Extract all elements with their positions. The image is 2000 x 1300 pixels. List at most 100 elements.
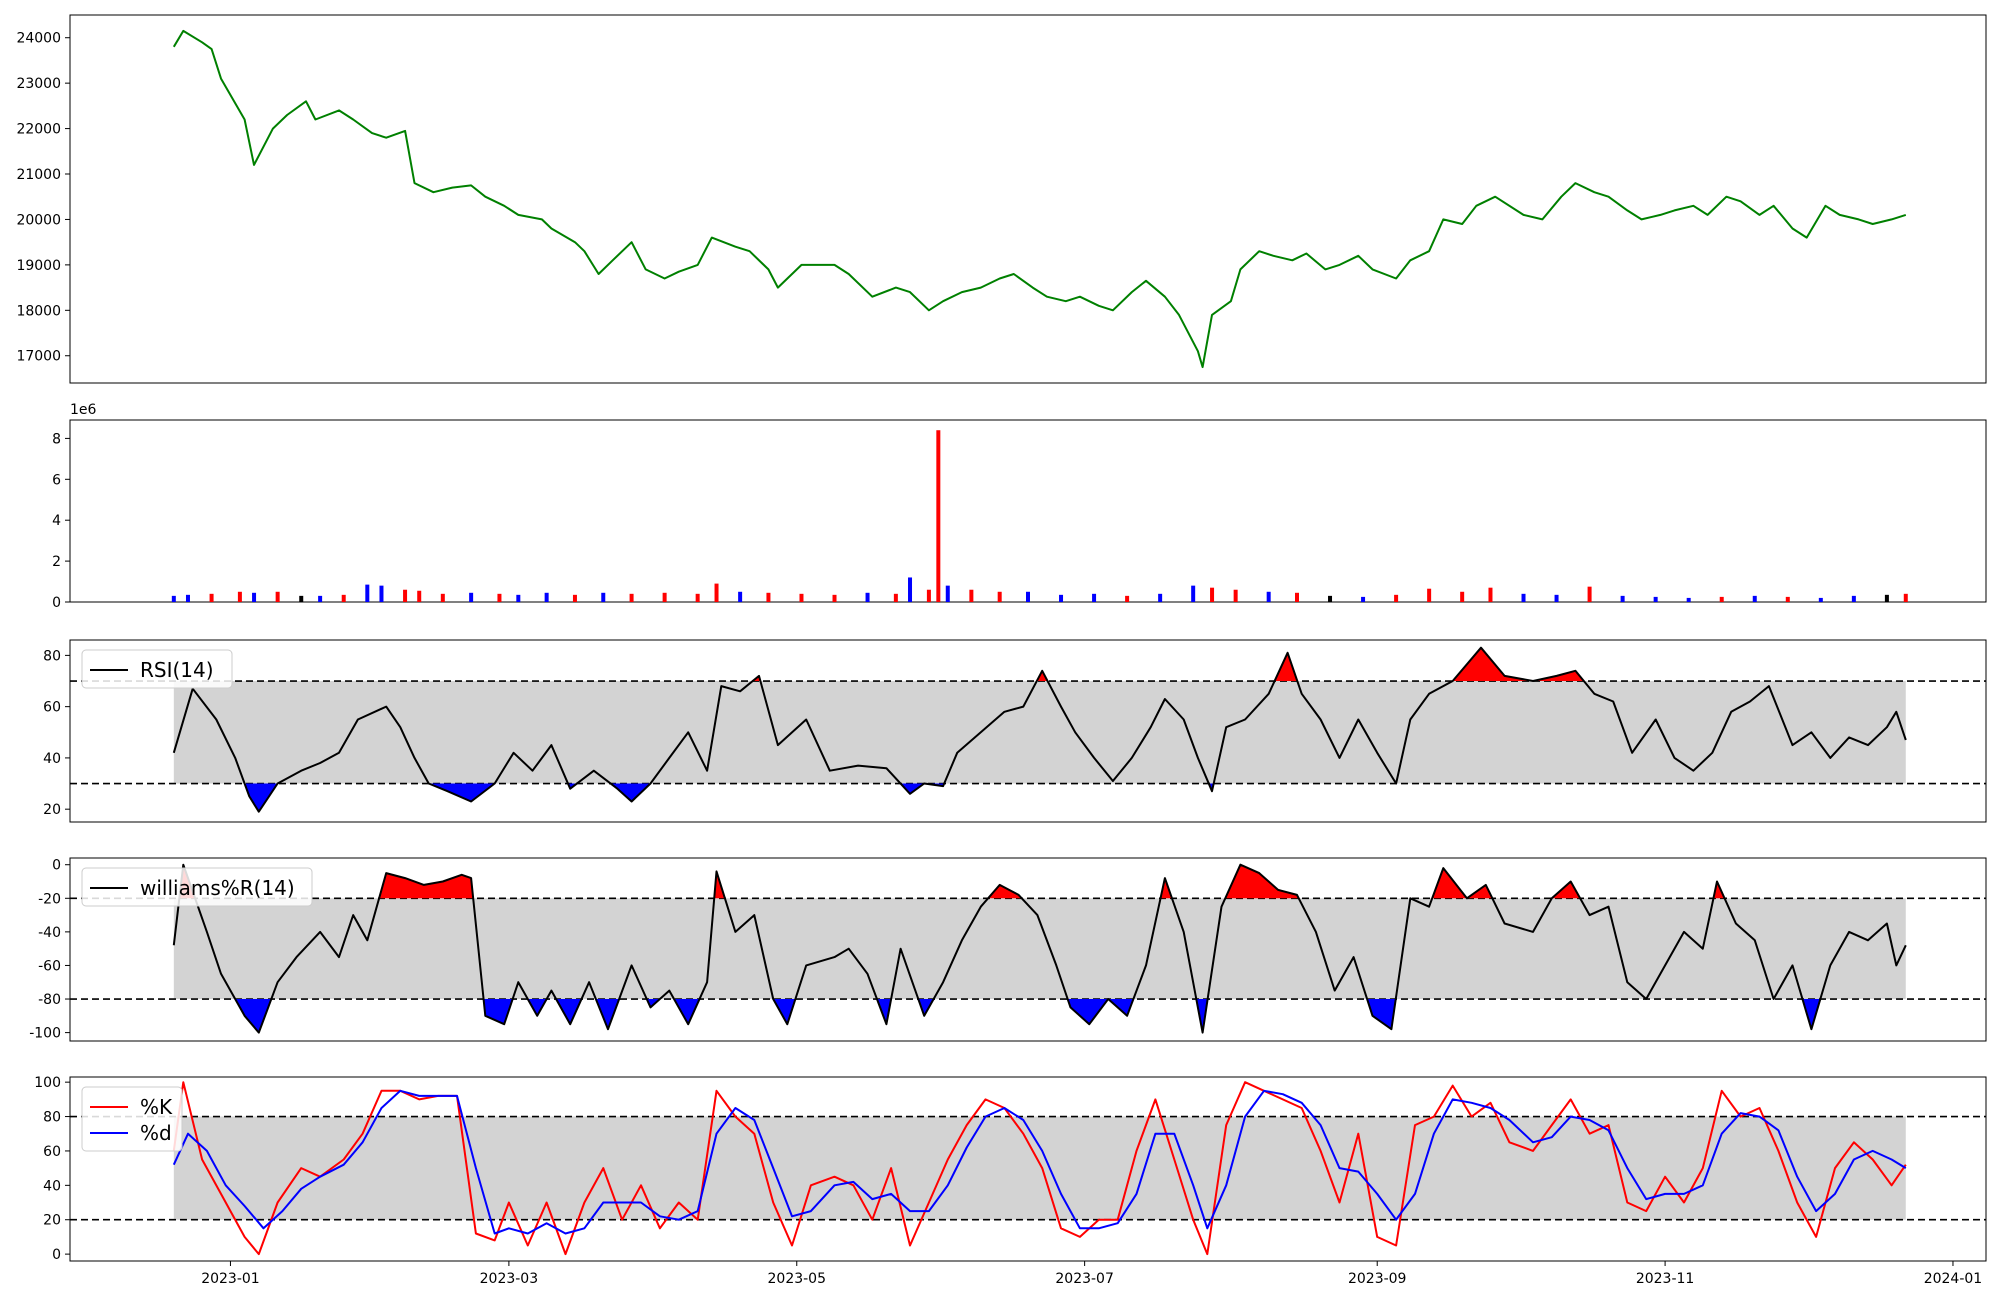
y-tick-label: 60 (43, 1144, 61, 1160)
overbought-fill (1452, 647, 1533, 681)
legend-label: RSI(14) (140, 658, 214, 682)
volume-bar (1210, 587, 1215, 602)
overbought-fill (1274, 652, 1298, 681)
volume-bar (893, 593, 898, 602)
axes-frame (69, 639, 1987, 823)
legend-box (81, 1086, 183, 1152)
y-tick-label: 6 (52, 472, 61, 488)
oversold-fill (773, 999, 796, 1025)
x-tick-label: 2023-05 (768, 1271, 827, 1287)
y-tick-label: -60 (38, 958, 61, 974)
volume-bar (832, 594, 837, 602)
legend-box (81, 649, 233, 689)
oversold-fill (556, 999, 582, 1025)
overbought-fill (1036, 670, 1048, 681)
volume-bar (1059, 594, 1064, 602)
oversold-fill (1108, 999, 1134, 1016)
volume-bar (629, 593, 634, 602)
oversold-fill (610, 783, 651, 802)
volume-bar (275, 591, 280, 602)
legend-label: %d (140, 1121, 172, 1145)
volume-bar (1903, 593, 1908, 602)
volume-bar (1719, 596, 1724, 602)
y-tick-label: 24000 (16, 31, 61, 47)
axes-frame (69, 14, 1987, 384)
y-tick-label: 23000 (16, 76, 61, 92)
oversold-fill (918, 999, 934, 1016)
volume-bar (299, 595, 304, 602)
volume-bar (1851, 595, 1856, 602)
volume-bar (572, 594, 577, 602)
series-line-k (172, 1081, 1907, 1256)
y-tick-label: 8 (52, 431, 61, 447)
volume-bar (662, 592, 667, 602)
stochastic-panel: 0 20 40 60 80 100 %K%d 2023-01 2023-03 2023-05 202… (34, 1075, 1987, 1287)
y-tick-label: 2 (52, 554, 61, 570)
volume-bar (695, 593, 700, 602)
volume-bar (1394, 594, 1399, 602)
y-tick-label: 4 (52, 513, 61, 529)
volume-bar (252, 592, 257, 602)
volume-bar (1818, 597, 1823, 602)
volume-bar (865, 592, 870, 602)
volume-bar (417, 590, 422, 602)
x-tick-label: 2023-01 (201, 1271, 260, 1287)
oversold-fill (244, 783, 278, 812)
oversold-fill (595, 999, 620, 1030)
volume-bar (1653, 596, 1658, 602)
oversold-fill (900, 783, 925, 794)
oversold-fill (1367, 999, 1396, 1030)
volume-bar (209, 593, 214, 602)
y-tick-label: 80 (43, 1110, 61, 1126)
series-line-williamsr14 (172, 863, 1907, 1034)
volume-bar (766, 592, 771, 602)
volume-bar (318, 595, 323, 602)
y-tick-label: 80 (43, 648, 61, 664)
neutral-band (173, 898, 1906, 1000)
x-tick-label: 2024-01 (1924, 1271, 1983, 1287)
volume-bar (440, 593, 445, 602)
oversold-fill (1802, 999, 1821, 1030)
volume-bar (1620, 595, 1625, 602)
volume-bar (1884, 594, 1889, 602)
volume-bar (469, 592, 474, 602)
volume-bar (1686, 597, 1691, 602)
y-tick-label: 0 (52, 1247, 61, 1263)
volume-panel: 0 2 4 6 8 1e6 (52, 402, 1987, 611)
y-tick-label: 0 (52, 595, 61, 611)
volume-bar (969, 589, 974, 602)
y-tick-label: 0 (52, 858, 61, 874)
volume-bar (1026, 591, 1030, 602)
volume-bar (365, 584, 370, 602)
neutral-band (173, 1116, 1906, 1220)
y-tick-label: 19000 (16, 258, 61, 274)
volume-bar (997, 591, 1002, 602)
volume-bar (926, 589, 931, 602)
volume-bar (497, 593, 502, 602)
oversold-fill (527, 999, 547, 1016)
price-panel: 17000 18000 19000 20000 21000 22000 23000 24000 (16, 14, 1987, 384)
overbought-fill (1160, 878, 1172, 899)
volume-bar (1233, 589, 1238, 602)
x-tick-label: 2023-07 (1055, 1271, 1114, 1287)
volume-bar (1752, 595, 1757, 602)
volume-bar (379, 585, 384, 602)
overbought-fill (379, 873, 474, 899)
axes-frame (69, 419, 1987, 603)
y-tick-label: 20000 (16, 212, 61, 228)
volume-bar (1294, 592, 1299, 602)
volume-bar (1266, 591, 1271, 602)
volume-bar (403, 589, 408, 602)
volume-bar (936, 430, 941, 602)
volume-bar (1158, 593, 1163, 602)
y-tick-label: 60 (43, 700, 61, 716)
volume-bar (544, 592, 549, 602)
volume-bar (738, 591, 743, 602)
volume-bar (714, 583, 719, 602)
y-tick-label: 100 (34, 1075, 61, 1091)
y-tick-label: 20 (43, 1213, 61, 1229)
volume-bar (1191, 585, 1196, 602)
y-tick-label: -20 (38, 891, 61, 907)
offset-label: 1e6 (70, 402, 97, 418)
